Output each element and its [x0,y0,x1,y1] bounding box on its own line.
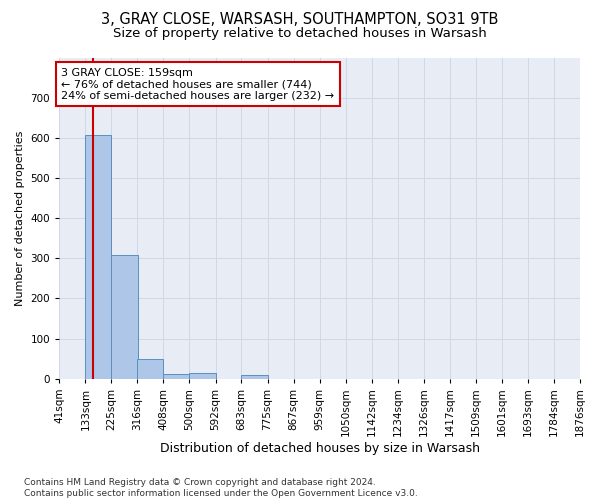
Bar [190,374,215,378]
Bar [112,255,137,378]
Text: Size of property relative to detached houses in Warsash: Size of property relative to detached ho… [113,28,487,40]
Y-axis label: Number of detached properties: Number of detached properties [15,130,25,306]
Bar [85,134,112,378]
X-axis label: Distribution of detached houses by size in Warsash: Distribution of detached houses by size … [160,442,479,455]
Text: Contains HM Land Registry data © Crown copyright and database right 2024.
Contai: Contains HM Land Registry data © Crown c… [24,478,418,498]
Bar [163,374,190,378]
Text: 3 GRAY CLOSE: 159sqm
← 76% of detached houses are smaller (744)
24% of semi-deta: 3 GRAY CLOSE: 159sqm ← 76% of detached h… [61,68,335,100]
Bar [137,360,163,378]
Text: 3, GRAY CLOSE, WARSASH, SOUTHAMPTON, SO31 9TB: 3, GRAY CLOSE, WARSASH, SOUTHAMPTON, SO3… [101,12,499,28]
Bar [241,376,268,378]
